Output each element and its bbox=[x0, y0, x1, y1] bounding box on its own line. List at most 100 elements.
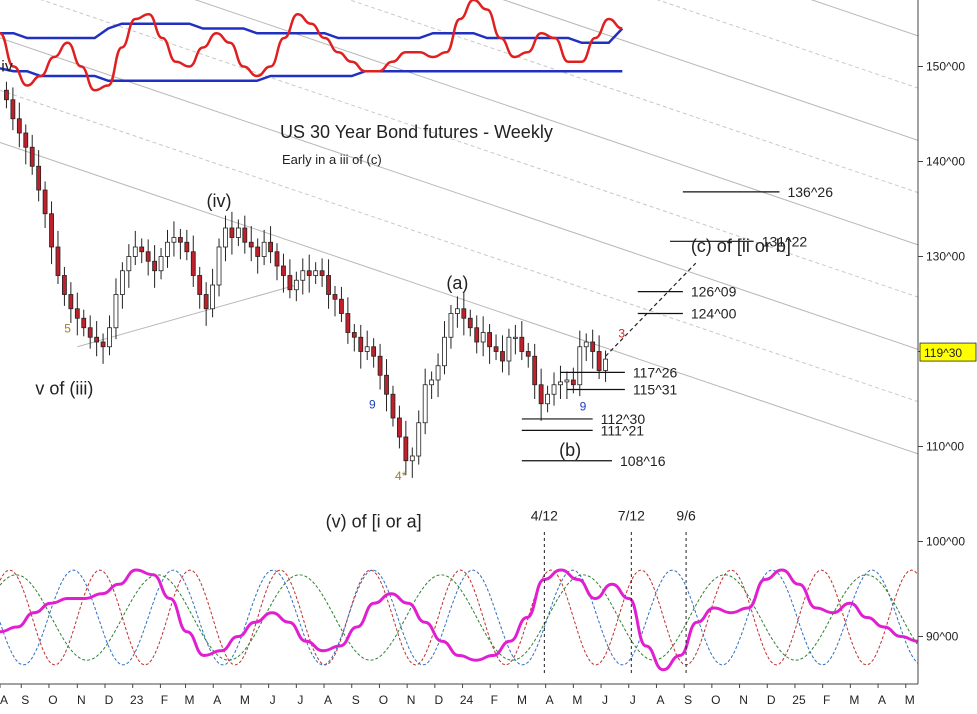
candle-body bbox=[493, 346, 499, 352]
price-levels: 136^26 131^22 126^09 124^00 117^26 115^31 112^… bbox=[521, 184, 833, 469]
candle-body bbox=[29, 146, 35, 167]
candle-body bbox=[81, 317, 87, 329]
candle-body bbox=[403, 436, 409, 462]
candle-body bbox=[248, 241, 254, 248]
x-tick-label: A bbox=[546, 693, 554, 707]
level-label: 124^00 bbox=[691, 306, 737, 322]
candle-body bbox=[596, 351, 602, 371]
candle-body bbox=[519, 336, 525, 352]
channel-line bbox=[0, 37, 919, 350]
x-tick-label: M bbox=[185, 693, 195, 707]
x-tick-label: J bbox=[297, 693, 303, 707]
oscillator-panel bbox=[0, 0, 624, 92]
candle-body bbox=[23, 132, 29, 148]
candle-body bbox=[442, 336, 447, 367]
candle-body bbox=[435, 365, 441, 381]
candle-body bbox=[74, 308, 80, 319]
candle-body bbox=[397, 417, 402, 438]
candle-body bbox=[139, 246, 145, 253]
candle-body bbox=[577, 346, 583, 386]
candle-body bbox=[145, 251, 151, 262]
cycle-marker-label: 7/12 bbox=[618, 508, 645, 524]
channel-lines bbox=[0, 0, 919, 455]
level-label: 108^16 bbox=[620, 453, 666, 469]
candle-body bbox=[287, 275, 293, 291]
wave-label: (a) bbox=[446, 273, 468, 293]
wave-label: (c) of [ii or b] bbox=[691, 236, 791, 256]
candlestick-series bbox=[4, 81, 697, 478]
x-tick-label: A bbox=[324, 693, 332, 707]
y-tick-label: 150^00 bbox=[926, 60, 965, 74]
candle-body bbox=[300, 270, 306, 281]
level-label: 112^30 bbox=[601, 411, 646, 427]
candle-body bbox=[10, 99, 16, 120]
candle-body bbox=[448, 313, 454, 338]
x-tick-label: M bbox=[849, 693, 859, 707]
candle-body bbox=[87, 327, 93, 338]
channel-line bbox=[0, 142, 919, 455]
channel-line bbox=[194, 0, 919, 246]
channel-line bbox=[348, 0, 919, 194]
candle-body bbox=[184, 241, 190, 253]
last-price-label: 119^30 bbox=[924, 346, 962, 360]
x-tick-label: A bbox=[213, 693, 221, 707]
x-tick-label: F bbox=[161, 693, 168, 707]
candle-body bbox=[525, 351, 531, 357]
wave-label: (v) of [i or a] bbox=[326, 511, 422, 531]
candle-body bbox=[120, 270, 125, 295]
x-tick-label: A bbox=[878, 693, 886, 707]
count-label: 4* bbox=[395, 469, 407, 483]
x-tick-label: J bbox=[630, 693, 636, 707]
x-tick-label: 23 bbox=[130, 693, 144, 707]
candle-body bbox=[229, 227, 235, 238]
x-tick-label: M bbox=[517, 693, 527, 707]
osc-blue-lower bbox=[0, 67, 623, 82]
candle-body bbox=[190, 251, 196, 276]
candle-body bbox=[49, 213, 54, 248]
candle-body bbox=[16, 118, 22, 134]
candle-body bbox=[152, 260, 158, 272]
y-tick-label: 100^00 bbox=[926, 535, 965, 549]
channel-line bbox=[656, 0, 919, 89]
x-tick-label: J bbox=[270, 693, 276, 707]
candle-body bbox=[422, 384, 428, 424]
candle-body bbox=[4, 89, 9, 101]
candle-body bbox=[345, 313, 351, 333]
candle-body bbox=[480, 332, 486, 343]
wave-labels: iv (iv) (a) v of (iii) (v) of [i or a] (b) (c)… bbox=[1, 58, 791, 531]
x-tick-label: 24 bbox=[460, 693, 474, 707]
candle-body bbox=[203, 294, 209, 310]
candle-body bbox=[126, 256, 132, 272]
candle-body bbox=[371, 346, 377, 357]
candle-body bbox=[409, 455, 415, 462]
x-tick-label: F bbox=[491, 693, 498, 707]
candle-body bbox=[461, 308, 467, 319]
candle-body bbox=[570, 379, 576, 386]
x-tick-label: O bbox=[711, 693, 720, 707]
x-tick-label: J bbox=[602, 693, 608, 707]
x-tick-label: N bbox=[77, 693, 86, 707]
candle-body bbox=[474, 327, 480, 343]
cycle-green-wave bbox=[0, 574, 919, 661]
last-price-tag bbox=[919, 342, 977, 362]
projection-line bbox=[605, 262, 697, 357]
candle-body bbox=[564, 379, 570, 383]
candle-body bbox=[100, 341, 106, 348]
candle-body bbox=[94, 336, 100, 343]
candle-body bbox=[467, 317, 473, 329]
support-line bbox=[77, 284, 297, 348]
x-tick-label: A bbox=[656, 693, 664, 707]
count-label: 5 bbox=[64, 322, 71, 336]
candle-body bbox=[268, 241, 273, 253]
channel-line bbox=[502, 0, 919, 141]
candle-body bbox=[454, 308, 460, 314]
candle-body bbox=[235, 227, 241, 238]
candle-body bbox=[583, 341, 589, 348]
candle-body bbox=[68, 294, 74, 310]
candle-body bbox=[506, 336, 512, 362]
channel-line bbox=[0, 89, 919, 403]
level-label: 136^26 bbox=[787, 184, 833, 200]
